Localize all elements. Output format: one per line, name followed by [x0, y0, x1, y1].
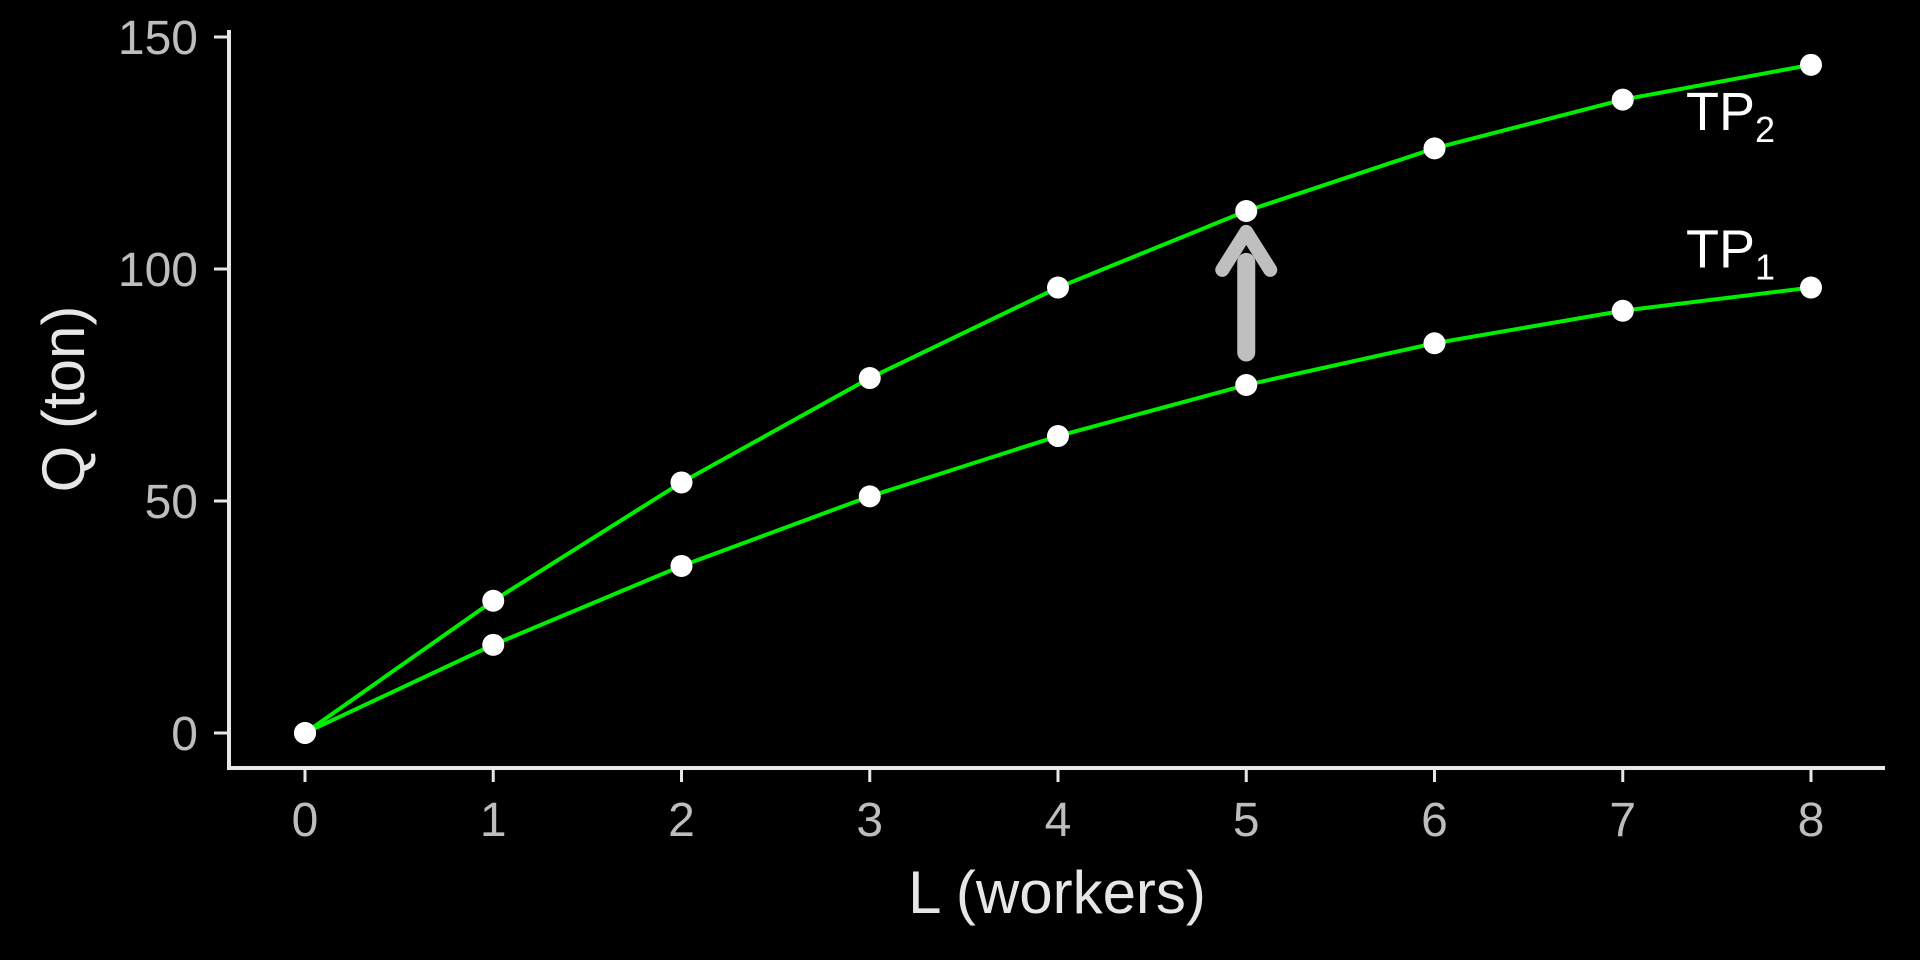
x-ticks: 0 1 2 3 4 5 6 7 8	[292, 768, 1825, 847]
data-point-series-2	[1800, 53, 1822, 76]
shift-arrow	[1215, 224, 1278, 362]
x-tick-label: 0	[292, 794, 319, 847]
data-point-series-1	[1611, 299, 1634, 322]
data-point-series-1	[1423, 332, 1446, 355]
series-label-2: TP2	[1686, 82, 1775, 150]
data-point-series-1	[1047, 425, 1069, 448]
data-point-series-2	[1423, 137, 1446, 160]
data-point-series-2	[1235, 200, 1258, 222]
data-point-series-1	[858, 485, 881, 508]
series-label-subscript: 2	[1755, 109, 1775, 150]
annotation-layer	[1215, 224, 1278, 362]
series-layer	[294, 53, 1822, 744]
y-tick-label: 100	[118, 244, 198, 297]
y-axis-title: Q (ton)	[30, 306, 97, 493]
x-tick-label: 4	[1045, 794, 1072, 847]
data-point-series-2	[1611, 88, 1634, 111]
x-tick-label: 7	[1609, 794, 1636, 847]
data-point-series-1	[1235, 374, 1258, 396]
x-tick-label: 1	[480, 794, 507, 847]
x-tick-label: 8	[1798, 794, 1825, 847]
data-point-series-2	[858, 367, 881, 390]
axes	[227, 30, 1885, 770]
series-label-main: TP	[1686, 220, 1755, 280]
y-tick-label: 50	[145, 476, 198, 529]
series-label-subscript: 1	[1755, 247, 1775, 288]
x-tick-label: 6	[1421, 794, 1448, 847]
data-point-series-1	[670, 554, 693, 577]
data-point-series-1	[1800, 276, 1822, 299]
y-tick-label: 150	[118, 12, 198, 65]
data-point-series-2	[670, 471, 693, 494]
data-point-series-1	[482, 633, 505, 656]
data-point-series-2	[482, 589, 505, 612]
y-ticks: 0 50 100 150	[118, 12, 229, 761]
series-label-1: TP1	[1686, 220, 1775, 288]
shift-arrow-head	[1215, 224, 1278, 277]
y-tick-label: 0	[171, 708, 198, 761]
x-tick-label: 3	[856, 794, 883, 847]
x-axis-title: L (workers)	[908, 859, 1206, 926]
data-point-series-2	[294, 722, 316, 744]
data-point-series-2	[1047, 276, 1069, 299]
x-tick-label: 5	[1233, 794, 1260, 847]
x-tick-label: 2	[668, 794, 695, 847]
series-label-main: TP	[1686, 82, 1755, 142]
